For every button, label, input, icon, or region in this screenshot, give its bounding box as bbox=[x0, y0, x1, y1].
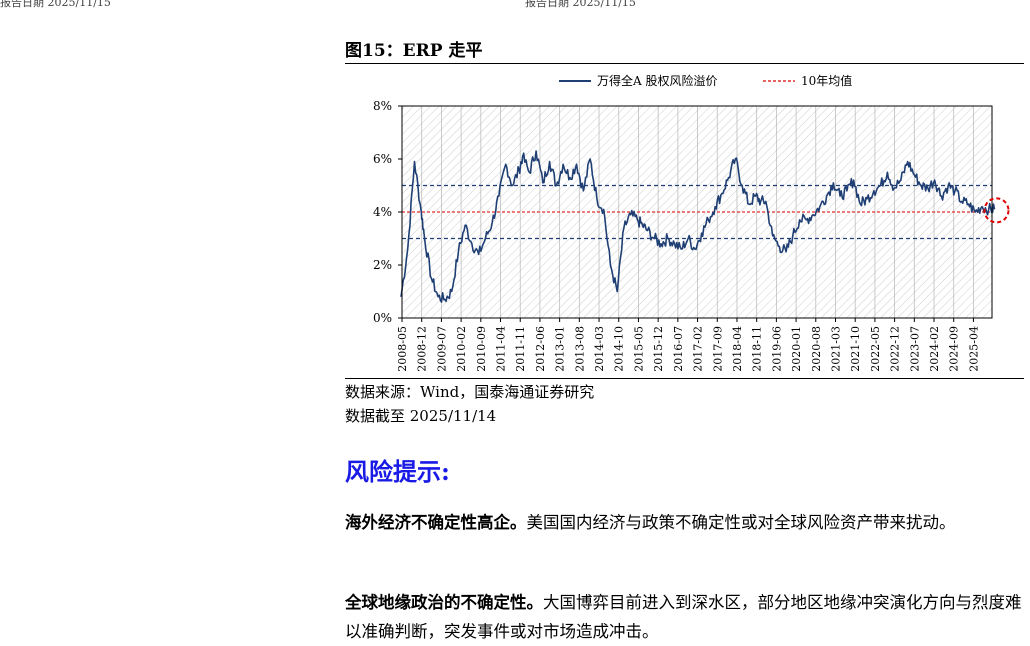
x-axis: 2008-05 2008-12 2009-07 2010-02 2010-09 2011-… bbox=[396, 318, 980, 372]
x-tick-label-2021-03: 2021-03 bbox=[829, 326, 842, 372]
legend: 万得全A 股权风险溢价 10年均值 bbox=[559, 73, 852, 88]
x-tick-label-2020-01: 2020-01 bbox=[790, 326, 803, 372]
x-tick-label-2017-02: 2017-02 bbox=[692, 326, 705, 372]
x-tick-label-2010-02: 2010-02 bbox=[455, 326, 468, 372]
x-tick-label-2024-09: 2024-09 bbox=[948, 326, 961, 372]
x-tick-label-2009-07: 2009-07 bbox=[435, 326, 448, 372]
risk-heading: 风险提示: bbox=[345, 457, 450, 486]
risk-1-title: 海外经济不确定性高企。 bbox=[345, 513, 527, 532]
x-tick-label-2015-05: 2015-05 bbox=[632, 326, 645, 372]
series-line-erp bbox=[400, 150, 996, 303]
risk-paragraph-2: 全球地缘政治的不确定性。大国博弈目前进入到深水区，部分地区地缘冲突演化方向与烈度… bbox=[345, 588, 1027, 646]
x-tick-label-2012-06: 2012-06 bbox=[534, 326, 547, 372]
highlight-circle bbox=[983, 197, 1010, 224]
x-tick-label-2025-04: 2025-04 bbox=[967, 326, 980, 372]
x-tick-label-2013-01: 2013-01 bbox=[554, 326, 567, 372]
erp-chart: 万得全A 股权风险溢价 10年均值 0%2%4%6%8% 2008-05 2008… bbox=[373, 73, 1010, 372]
legend-label-erp: 万得全A 股权风险溢价 bbox=[597, 73, 717, 88]
x-tick-label-2013-08: 2013-08 bbox=[573, 326, 586, 372]
x-tick-label-2020-08: 2020-08 bbox=[810, 326, 823, 372]
x-tick-label-2016-07: 2016-07 bbox=[672, 326, 685, 372]
x-tick-label-2014-10: 2014-10 bbox=[613, 326, 626, 372]
header-cut-center: 报告日期 2025/11/15 bbox=[525, 0, 636, 9]
x-tick-label-2008-05: 2008-05 bbox=[396, 326, 409, 372]
y-tick-label-6: 6% bbox=[373, 152, 392, 166]
data-source: 数据来源：Wind，国泰海通证券研究 bbox=[345, 383, 595, 401]
risk-2-text: 大国博弈目前进入到深水区，部分地区地缘冲突演化方向与烈度难以准确判断，突发事件或… bbox=[345, 593, 1022, 641]
x-tick-label-2011-04: 2011-04 bbox=[495, 326, 508, 372]
risk-1-text: 美国国内经济与政策不确定性或对全球风险资产带来扰动。 bbox=[526, 513, 956, 532]
header-cut-left: 报告日期 2025/11/15 bbox=[0, 0, 111, 9]
x-tick-label-2018-04: 2018-04 bbox=[731, 326, 744, 372]
series-lines bbox=[400, 150, 996, 303]
x-tick-label-2015-12: 2015-12 bbox=[652, 326, 665, 372]
data-date: 数据截至 2025/11/14 bbox=[345, 407, 497, 425]
figure-bottom-rule bbox=[345, 378, 1024, 379]
legend-label-mean: 10年均值 bbox=[801, 73, 852, 88]
y-tick-label-4: 4% bbox=[373, 205, 392, 219]
x-tick-label-2021-10: 2021-10 bbox=[849, 326, 862, 372]
y-tick-label-0: 0% bbox=[373, 311, 392, 325]
x-tick-label-2014-03: 2014-03 bbox=[593, 326, 606, 372]
y-tick-label-8: 8% bbox=[373, 99, 392, 113]
figure-title: 图15：ERP 走平 bbox=[345, 41, 483, 61]
x-tick-label-2023-07: 2023-07 bbox=[908, 326, 921, 372]
y-tick-label-2: 2% bbox=[373, 258, 392, 272]
x-tick-label-2022-05: 2022-05 bbox=[869, 326, 882, 372]
x-tick-label-2008-12: 2008-12 bbox=[416, 326, 429, 372]
x-tick-label-2024-02: 2024-02 bbox=[928, 326, 941, 372]
x-tick-label-2018-11: 2018-11 bbox=[751, 326, 764, 372]
risk-paragraph-1: 海外经济不确定性高企。美国国内经济与政策不确定性或对全球风险资产带来扰动。 bbox=[345, 508, 1027, 537]
x-tick-label-2010-09: 2010-09 bbox=[475, 326, 488, 372]
x-tick-label-2011-11: 2011-11 bbox=[514, 326, 527, 372]
figure-top-rule bbox=[345, 63, 1024, 64]
x-tick-label-2017-09: 2017-09 bbox=[711, 326, 724, 372]
risk-2-title: 全球地缘政治的不确定性。 bbox=[345, 593, 543, 612]
y-axis: 0% 2% 4% 6% 8% bbox=[373, 99, 402, 325]
x-tick-label-2022-12: 2022-12 bbox=[889, 326, 902, 372]
x-tick-label-2019-06: 2019-06 bbox=[770, 326, 783, 372]
